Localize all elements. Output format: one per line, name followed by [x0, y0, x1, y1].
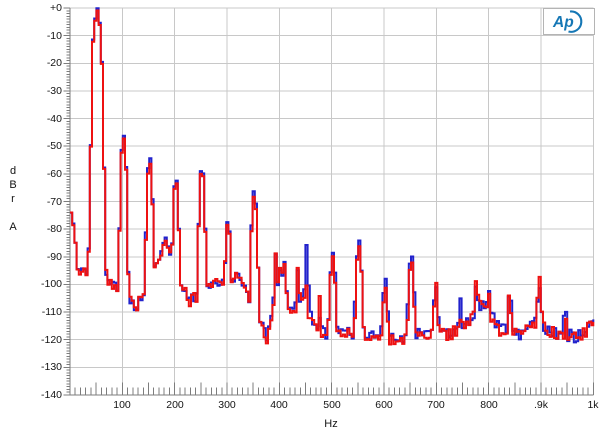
y-axis-tick-label: -30 [46, 85, 62, 97]
x-axis-tick-label: .9k [533, 399, 548, 411]
trace-channel-2 [70, 9, 595, 346]
x-axis-tick-label: 600 [375, 399, 393, 411]
y-axis-label-d: d [9, 165, 17, 177]
y-axis-tick-label: -90 [46, 251, 62, 263]
y-axis-tick-label: -120 [40, 334, 62, 346]
y-axis-tick-label: -50 [46, 140, 62, 152]
y-axis-tick-label: -100 [40, 278, 62, 290]
y-axis-tick-label: +0 [50, 2, 62, 14]
x-axis-tick-label: 500 [323, 399, 341, 411]
y-axis-label-r: r [11, 193, 15, 205]
y-axis-tick-label: -60 [46, 168, 62, 180]
x-axis-tick-label: 700 [427, 399, 445, 411]
ap-logo-swoosh [568, 10, 583, 33]
x-axis-tick-label: 400 [270, 399, 288, 411]
y-axis-tick-label: -110 [41, 306, 62, 318]
x-axis-title: Hz [324, 418, 338, 430]
x-axis-tick-label: 100 [113, 399, 131, 411]
y-axis-tick-label: -140 [40, 389, 62, 401]
y-axis-tick-label: -70 [46, 196, 62, 208]
x-axis-tick-label: 1k [587, 399, 599, 411]
y-axis-tick-label: -10 [46, 30, 62, 42]
y-axis-tick-label: -20 [46, 57, 62, 69]
x-axis-tick-label: 200 [166, 399, 184, 411]
x-axis-tick-label: 300 [218, 399, 236, 411]
x-axis-tick-label: 800 [480, 399, 498, 411]
y-axis-unit-a: A [9, 221, 17, 233]
y-axis-tick-label: -40 [46, 113, 62, 125]
ap-logo-graphic: Ap [552, 10, 583, 33]
ap-logo-text: Ap [552, 14, 574, 31]
y-axis-tick-label: -80 [46, 223, 62, 235]
ap-logo: Ap [543, 8, 595, 35]
y-axis-label-b: B [9, 179, 17, 191]
y-axis-tick-label: -130 [40, 361, 62, 373]
